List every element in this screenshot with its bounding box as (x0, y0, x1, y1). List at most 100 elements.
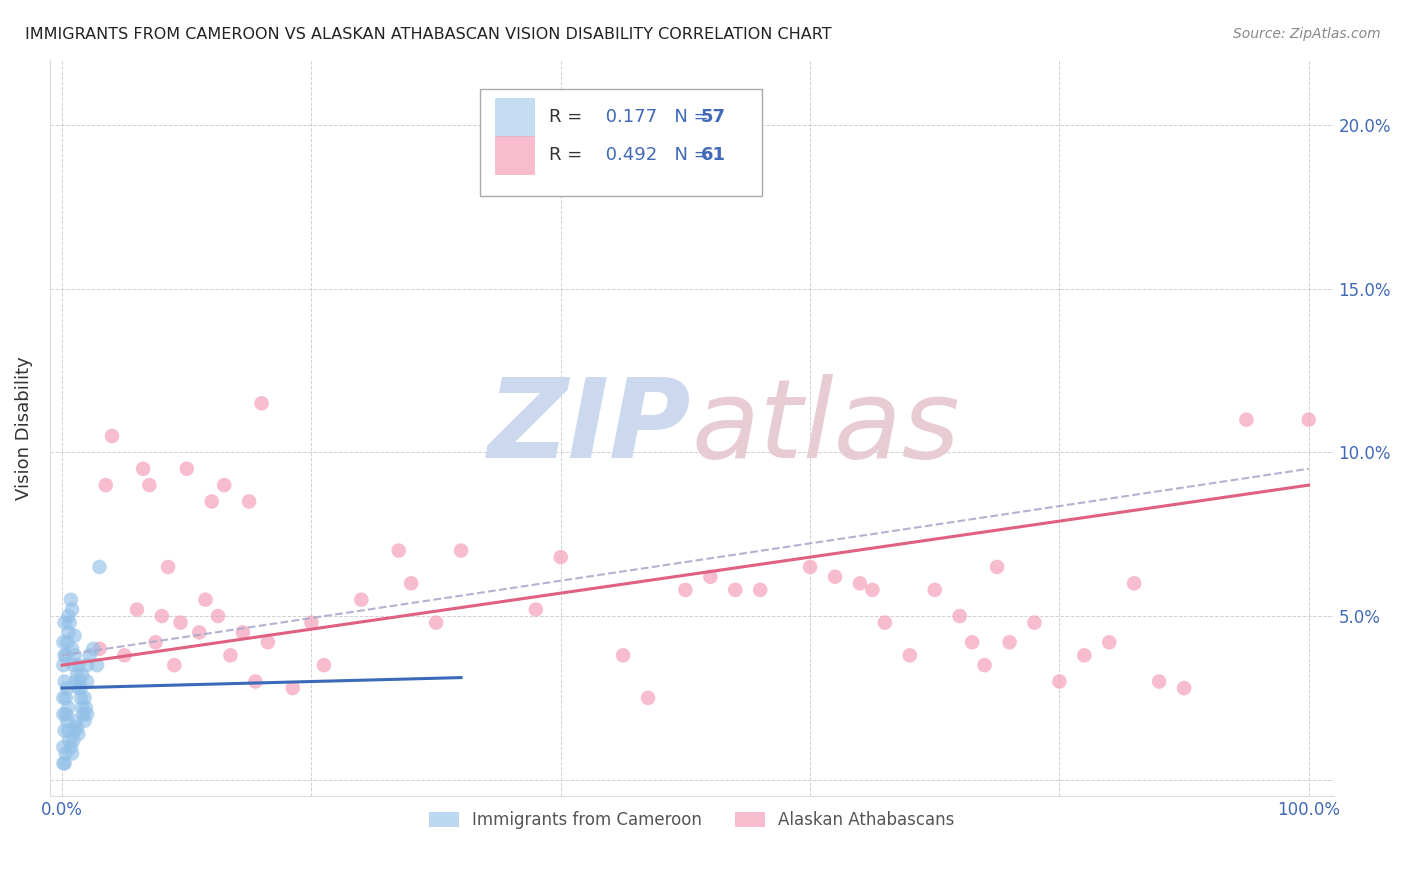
Point (612, 648, 634, 663)
Point (67, 681, 90, 695)
Point (59, 739, 82, 754)
Point (998, 635, 1021, 649)
Point (63, 629, 86, 643)
Point (53, 674, 76, 689)
Point (94, 478, 117, 492)
Point (425, 615, 447, 630)
Point (312, 658, 335, 673)
Point (62, 658, 84, 673)
Point (1073, 648, 1095, 663)
Point (176, 462, 198, 476)
Point (60, 641, 83, 656)
Point (101, 429, 124, 443)
Point (450, 543, 472, 558)
Point (56, 635, 79, 649)
Point (799, 560, 821, 574)
Point (860, 582, 883, 597)
Point (52, 690, 75, 705)
Point (58, 609, 80, 624)
Point (924, 582, 946, 597)
Point (973, 658, 995, 673)
Text: 0.177   N =: 0.177 N = (600, 108, 714, 126)
Point (58, 625, 80, 640)
Point (849, 576, 872, 591)
Point (67, 658, 90, 673)
Point (1123, 576, 1146, 591)
Point (73, 714, 96, 728)
Point (637, 690, 659, 705)
Point (1147, 674, 1170, 689)
Point (55, 747, 77, 761)
Point (59, 592, 82, 607)
Text: 61: 61 (700, 146, 725, 164)
Bar (495, 136, 534, 175)
Point (873, 615, 896, 630)
Point (52, 707, 75, 722)
Point (73, 690, 96, 705)
Text: ZIP: ZIP (488, 375, 692, 482)
Point (66, 668, 89, 682)
Point (114, 648, 136, 663)
Point (89, 560, 111, 574)
Point (70, 668, 93, 682)
Point (58, 723, 80, 738)
Point (250, 396, 273, 410)
Point (55, 648, 77, 663)
Point (232, 625, 254, 640)
Point (188, 625, 211, 640)
Point (145, 635, 167, 649)
Text: atlas: atlas (692, 375, 960, 482)
Point (1047, 674, 1070, 689)
Point (150, 609, 173, 624)
Point (169, 615, 191, 630)
Point (60, 747, 83, 761)
Point (1098, 635, 1121, 649)
Text: R =: R = (550, 146, 588, 164)
Point (75, 700, 97, 714)
Point (69, 681, 91, 695)
Point (62, 733, 84, 747)
Point (56, 681, 79, 695)
Point (245, 674, 267, 689)
Point (86, 658, 108, 673)
Point (69, 690, 91, 705)
Point (65, 714, 87, 728)
Point (524, 602, 547, 616)
Point (898, 648, 921, 663)
Point (1173, 681, 1195, 695)
Bar (495, 98, 534, 136)
Point (201, 494, 224, 508)
Point (58, 700, 80, 714)
Point (72, 707, 94, 722)
Point (69, 674, 91, 689)
Point (55, 690, 77, 705)
Point (52, 635, 75, 649)
Point (749, 582, 772, 597)
Point (550, 550, 572, 565)
Point (673, 582, 696, 597)
Point (960, 635, 983, 649)
Point (388, 543, 411, 558)
Point (52, 658, 75, 673)
Point (63, 648, 86, 663)
Point (212, 478, 235, 492)
Point (824, 570, 846, 584)
Text: 57: 57 (700, 108, 725, 126)
Point (56, 714, 79, 728)
Point (65, 674, 87, 689)
Point (52, 739, 75, 754)
Point (67, 727, 90, 741)
Point (132, 462, 155, 476)
Point (76, 658, 98, 673)
Text: IMMIGRANTS FROM CAMEROON VS ALASKAN ATHABASCAN VISION DISABILITY CORRELATION CHA: IMMIGRANTS FROM CAMEROON VS ALASKAN ATHA… (25, 27, 832, 42)
Point (55, 707, 77, 722)
Point (238, 494, 260, 508)
Point (281, 681, 304, 695)
Point (76, 674, 98, 689)
Point (219, 648, 242, 663)
Point (699, 570, 721, 584)
Point (53, 615, 76, 630)
Point (125, 602, 148, 616)
Point (1024, 615, 1046, 630)
Point (724, 582, 747, 597)
